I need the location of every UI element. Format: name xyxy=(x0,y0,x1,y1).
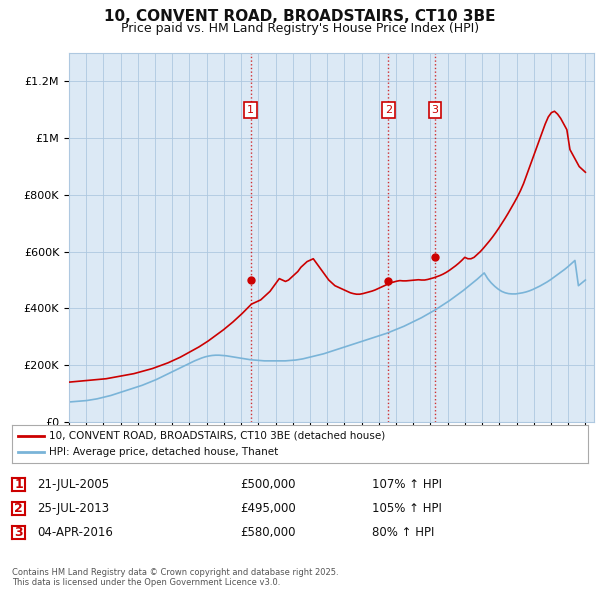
Text: 1: 1 xyxy=(247,105,254,115)
Text: 04-APR-2016: 04-APR-2016 xyxy=(37,526,113,539)
Text: 2: 2 xyxy=(14,502,23,515)
Text: 10, CONVENT ROAD, BROADSTAIRS, CT10 3BE: 10, CONVENT ROAD, BROADSTAIRS, CT10 3BE xyxy=(104,9,496,24)
Text: £500,000: £500,000 xyxy=(240,478,296,491)
Text: 1: 1 xyxy=(14,478,23,491)
Text: 3: 3 xyxy=(14,526,23,539)
Text: £495,000: £495,000 xyxy=(240,502,296,515)
Text: 21-JUL-2005: 21-JUL-2005 xyxy=(37,478,109,491)
Text: Price paid vs. HM Land Registry's House Price Index (HPI): Price paid vs. HM Land Registry's House … xyxy=(121,22,479,35)
Text: 2: 2 xyxy=(385,105,392,115)
Text: 80% ↑ HPI: 80% ↑ HPI xyxy=(372,526,434,539)
Text: 10, CONVENT ROAD, BROADSTAIRS, CT10 3BE (detached house): 10, CONVENT ROAD, BROADSTAIRS, CT10 3BE … xyxy=(49,431,386,441)
Text: 3: 3 xyxy=(431,105,439,115)
Text: Contains HM Land Registry data © Crown copyright and database right 2025.
This d: Contains HM Land Registry data © Crown c… xyxy=(12,568,338,587)
Text: 107% ↑ HPI: 107% ↑ HPI xyxy=(372,478,442,491)
Text: 25-JUL-2013: 25-JUL-2013 xyxy=(37,502,109,515)
Text: HPI: Average price, detached house, Thanet: HPI: Average price, detached house, Than… xyxy=(49,447,278,457)
Text: 105% ↑ HPI: 105% ↑ HPI xyxy=(372,502,442,515)
Text: £580,000: £580,000 xyxy=(240,526,296,539)
